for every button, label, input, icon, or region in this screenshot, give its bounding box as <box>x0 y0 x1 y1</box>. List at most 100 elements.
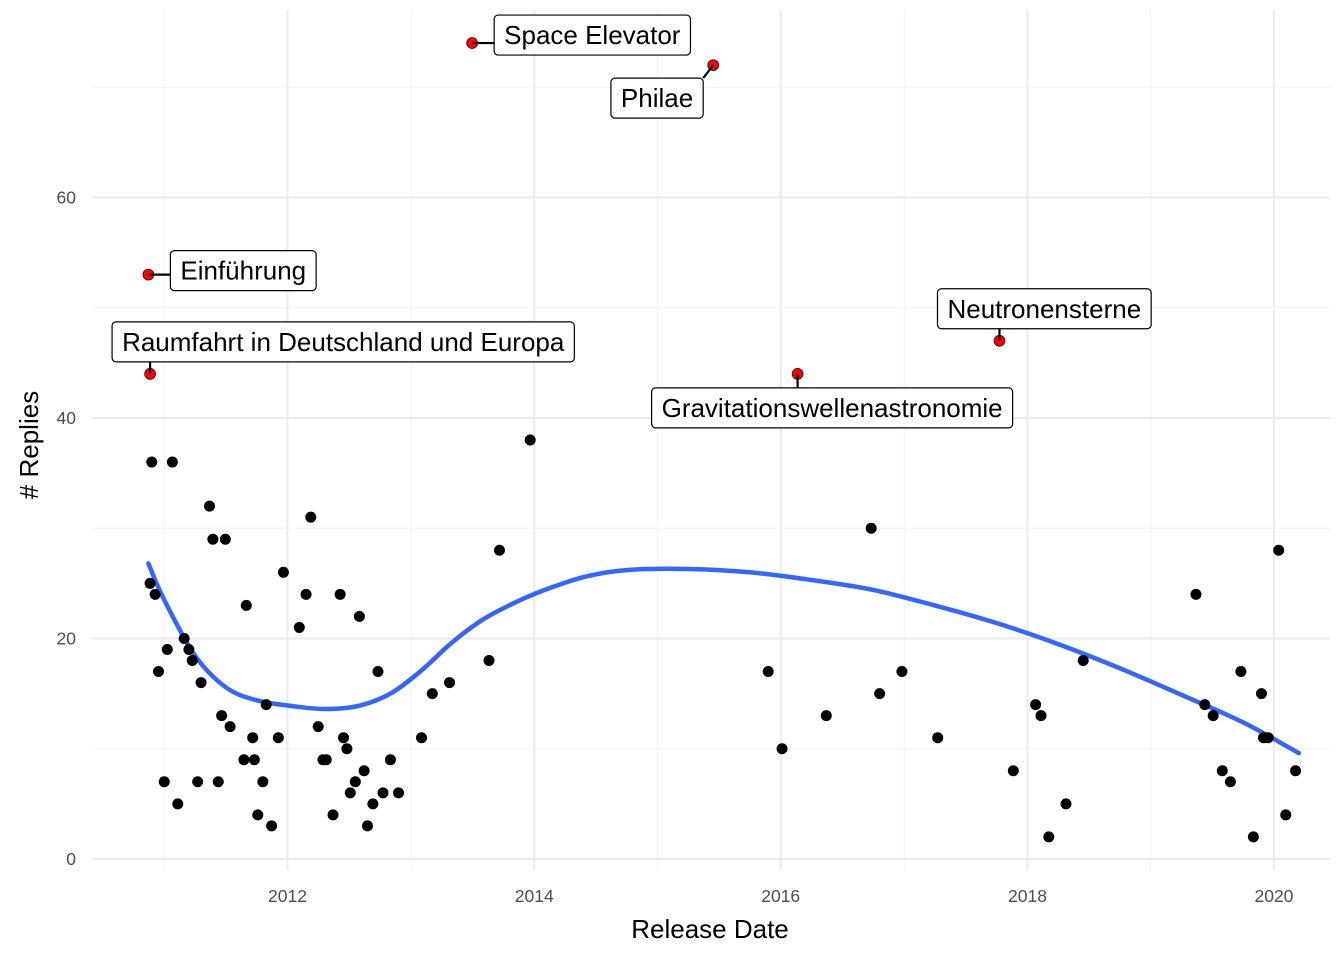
data-point <box>1199 699 1211 711</box>
annotation-label: Space Elevator <box>493 14 692 56</box>
x-tick-label: 2014 <box>515 886 554 906</box>
y-axis-title: # Replies <box>14 391 44 499</box>
data-point <box>1262 732 1274 744</box>
data-point <box>293 621 305 633</box>
annotation-box <box>650 387 1014 429</box>
y-tick-label: 60 <box>57 187 77 207</box>
annotation-box <box>169 250 317 292</box>
x-tick-label: 2016 <box>761 886 800 906</box>
data-point <box>377 787 389 799</box>
data-point <box>776 743 788 755</box>
x-axis-title: Release Date <box>631 914 789 944</box>
smooth-trend-layer <box>146 561 1302 756</box>
data-point <box>1290 765 1302 777</box>
data-point <box>260 699 272 711</box>
data-point <box>1216 765 1228 777</box>
data-point <box>320 754 332 766</box>
x-tick-label: 2012 <box>268 886 307 906</box>
data-point <box>238 754 250 766</box>
data-point <box>896 666 908 678</box>
data-point <box>1060 798 1072 810</box>
data-point <box>762 666 774 678</box>
axis-tick-labels: 2012 2014 2016 2018 2020 0 20 40 60 <box>57 187 1294 906</box>
smooth-trend-line <box>146 561 1302 756</box>
annotation-text: Space Elevator <box>504 20 681 50</box>
data-point <box>312 721 324 733</box>
data-point <box>240 599 252 611</box>
x-tick-label: 2018 <box>1008 886 1047 906</box>
data-point <box>272 732 284 744</box>
data-point <box>341 743 353 755</box>
annotation-text: Raumfahrt in Deutschland und Europa <box>122 327 565 357</box>
annotation-text: Neutronensterne <box>947 294 1141 324</box>
annotation-text: Philae <box>621 83 693 113</box>
data-point <box>1030 699 1042 711</box>
data-point <box>224 721 236 733</box>
data-point <box>1035 710 1047 722</box>
data-point <box>149 588 161 600</box>
data-point <box>1273 544 1285 556</box>
data-point <box>1255 688 1267 700</box>
data-point <box>344 787 356 799</box>
y-tick-label: 40 <box>57 408 77 428</box>
data-point <box>483 655 495 667</box>
data-point <box>212 776 224 788</box>
annotation-connector <box>702 64 715 79</box>
data-point <box>1007 765 1019 777</box>
data-point <box>305 511 317 523</box>
data-point <box>361 820 373 832</box>
data-point <box>192 776 204 788</box>
data-point <box>216 710 228 722</box>
data-point <box>493 544 505 556</box>
data-point <box>444 677 456 689</box>
annotation-box <box>493 14 692 56</box>
data-point <box>203 500 215 512</box>
data-point <box>426 688 438 700</box>
data-point <box>393 787 405 799</box>
data-point <box>1280 809 1292 821</box>
data-point <box>338 732 350 744</box>
data-point <box>158 776 170 788</box>
data-point <box>153 666 165 678</box>
data-point <box>1190 588 1202 600</box>
y-tick-label: 0 <box>66 849 76 869</box>
data-point <box>865 522 877 534</box>
data-point <box>219 533 231 545</box>
annotation-box <box>610 77 704 119</box>
data-point <box>195 677 207 689</box>
data-point <box>1235 666 1247 678</box>
data-point <box>166 456 178 468</box>
data-point <box>257 776 269 788</box>
annotation-labels: Space Elevator Philae Einführung Raumfahrt … <box>111 14 1152 429</box>
annotation-label: Neutronensterne <box>936 288 1152 330</box>
data-point <box>144 577 156 589</box>
data-point <box>178 632 190 644</box>
annotation-label: Raumfahrt in Deutschland und Europa <box>111 321 575 363</box>
data-point <box>277 566 289 578</box>
data-point <box>300 588 312 600</box>
data-point <box>334 588 346 600</box>
data-point <box>172 798 184 810</box>
annotation-text: Einführung <box>180 256 306 286</box>
annotation-box <box>111 321 575 363</box>
data-point <box>146 456 158 468</box>
data-point <box>252 809 264 821</box>
data-point <box>207 533 219 545</box>
data-point <box>524 434 536 446</box>
data-point <box>1043 831 1055 843</box>
annotation-box <box>936 288 1152 330</box>
data-point <box>1224 776 1236 788</box>
data-point <box>183 643 195 655</box>
data-point <box>820 710 832 722</box>
data-point <box>161 643 173 655</box>
data-point <box>186 655 198 667</box>
data-points <box>144 434 1302 843</box>
annotation-label: Einführung <box>169 250 317 292</box>
data-point <box>1247 831 1259 843</box>
data-point <box>874 688 886 700</box>
data-point <box>384 754 396 766</box>
data-point <box>367 798 379 810</box>
data-point <box>372 666 384 678</box>
data-point <box>1207 710 1219 722</box>
